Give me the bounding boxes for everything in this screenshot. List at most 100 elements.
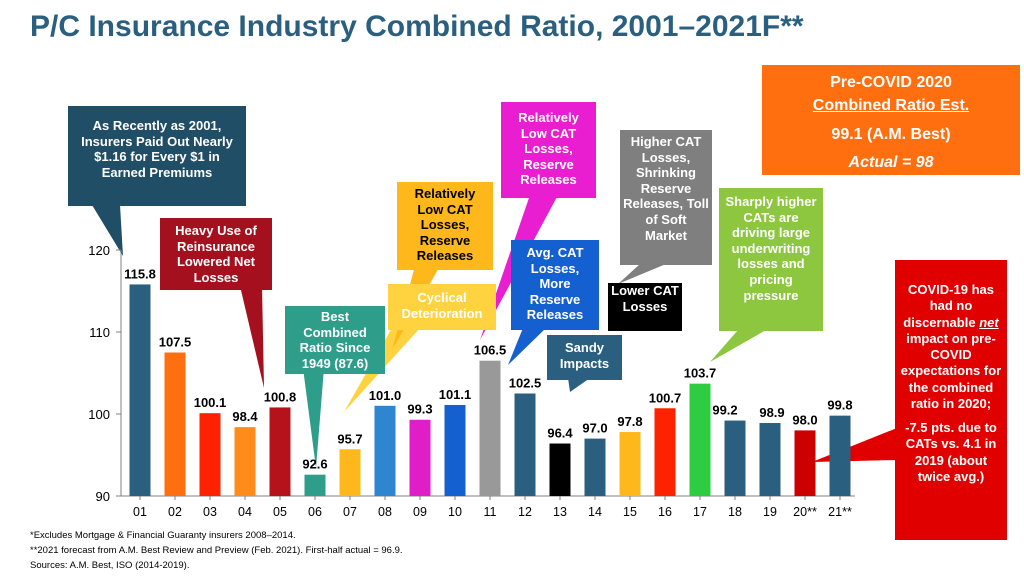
x-tick-label: 21** [828,505,852,519]
bar-20 [794,430,816,496]
pointer-sharply [710,330,766,362]
bar-labels: 115.8 107.5 100.1 98.4 100.8 92.6 95.7 101.0 99.… [124,266,853,471]
bars [129,284,851,496]
bar-17 [689,383,711,496]
x-tick-label: 11 [484,505,497,519]
precovid-line2: Combined Ratio Est. [812,97,970,115]
callout-low-cat-1: Relatively Low CAT Losses, Reserve Relea… [501,102,596,198]
x-tick-label: 09 [413,505,427,519]
precovid-line3: 99.1 (A.M. Best) [831,126,951,144]
callout-reinsurance-text: Heavy Use of Reinsurance Lowered Net Los… [175,223,257,285]
bar-18 [724,420,746,496]
bar-09 [409,419,431,496]
callout-best-ratio: Best Combined Ratio Since 1949 (87.6) [285,306,385,374]
x-tick-label: 14 [588,505,602,519]
bar-value-label: 92.6 [302,457,327,472]
bar-02 [164,352,186,496]
callout-cyclical: Cyclical Deterioration [388,284,496,330]
pointer-covid [812,428,897,462]
pointer-avg-cat [508,328,546,365]
bar-value-label: 101.0 [369,388,402,403]
callout-reinsurance: Heavy Use of Reinsurance Lowered Net Los… [160,218,272,290]
bar-value-label: 96.4 [547,426,573,441]
x-tick-label: 07 [343,505,357,519]
bar-05 [269,407,291,496]
bar-value-label: 97.8 [617,414,642,429]
pointer-insurers-paid [92,205,123,256]
bar-value-label: 97.0 [582,421,607,436]
bar-15 [619,432,641,496]
callout-higher-cat: Higher CAT Losses, Shrinking Reserve Rel… [620,130,712,265]
bar-08 [374,405,396,496]
bar-19 [759,423,781,496]
callout-cyclical-text: Cyclical Deterioration [401,290,483,321]
bar-16 [654,408,676,496]
covid-part2: impact on pre-COVID expectations for the… [900,330,1002,411]
y-tick-label: 100 [88,407,110,422]
x-tick-label: 15 [623,505,637,519]
callout-lower-cat-text: Lower CAT Losses [611,283,679,314]
bar-10 [444,404,466,496]
bar-value-label: 107.5 [159,335,192,350]
x-tick-label: 04 [238,505,252,519]
y-tick-label: 120 [88,243,110,258]
bar-value-label: 99.2 [712,403,737,418]
x-tick-label: 13 [553,505,567,519]
callout-sharply-text: Sharply higher CATs are driving large un… [725,194,817,303]
bar-value-label: 98.0 [792,412,817,427]
callout-sandy: Sandy Impacts [547,335,622,380]
bar-value-label: 103.7 [684,366,717,381]
covid-part3: -7.5 pts. due to CATs vs. 4.1 in 2019 (a… [905,420,997,484]
callout-low-cat-2-text: Relatively Low CAT Losses, Reserve Relea… [414,186,476,264]
x-tick-label: 08 [378,505,392,519]
x-tick-label: 17 [693,505,707,519]
x-tick-label: 18 [728,505,742,519]
callout-avg-cat: Avg. CAT Losses, More Reserve Releases [511,240,599,330]
pointer-sandy [568,378,590,392]
x-tick-label: 02 [168,505,182,519]
callout-sharply: Sharply higher CATs are driving large un… [719,188,823,331]
precovid-line1: Pre-COVID 2020 [830,74,952,91]
x-tick-label: 03 [203,505,217,519]
y-tick-label: 90 [96,489,110,504]
x-tick-label: 01 [133,505,147,519]
callout-higher-cat-text: Higher CAT Losses, Shrinking Reserve Rel… [623,134,709,243]
x-tick-label: 20** [793,505,817,519]
pointer-higher-cat [618,264,666,284]
bar-04 [234,427,256,496]
bar-value-label: 102.5 [509,376,542,391]
covid-net: net [979,314,999,330]
callout-insurers-paid: As Recently as 2001, Insurers Paid Out N… [68,106,246,206]
bar-value-label: 100.8 [264,389,297,404]
bar-value-label: 100.1 [194,395,227,410]
x-tick-label: 06 [308,505,322,519]
pointer-reinsurance [240,286,264,388]
x-tick-label: 16 [658,505,672,519]
bar-value-label: 99.8 [827,398,852,413]
callout-low-cat-1-text: Relatively Low CAT Losses, Reserve Relea… [518,110,579,188]
pointer-best-ratio [303,368,324,468]
bar-value-label: 100.7 [649,390,682,405]
page-title: P/C Insurance Industry Combined Ratio, 2… [30,10,804,43]
bar-07 [339,449,361,496]
bar-06 [304,474,326,496]
footnote-2: **2021 forecast from A.M. Best Review an… [30,545,403,556]
x-tick-label: 10 [448,505,462,519]
footnote-1: *Excludes Mortgage & Financial Guaranty … [30,530,296,541]
callout-lower-cat: Lower CAT Losses [608,283,682,331]
x-tick-label: 12 [518,505,532,519]
precovid-box: Pre-COVID 2020 Combined Ratio Est. 99.1 … [762,65,1020,175]
footnote-3: Sources: A.M. Best, ISO (2014-2019). [30,560,190,571]
precovid-line4: Actual = 98 [848,153,934,171]
bar-21 [829,415,851,496]
x-ticks: 01 02 03 04 05 06 07 08 09 10 11 12 13 14 15 16 17 18 19 20… [133,496,852,519]
x-tick-label: 19 [763,505,777,519]
bar-01 [129,284,151,496]
covid-part1: COVID-19 has had no discernable [903,282,994,330]
y-tick-label: 110 [89,325,110,340]
bar-03 [199,413,221,496]
bar-value-label: 98.4 [232,409,258,424]
bar-value-label: 95.7 [337,431,362,446]
callout-low-cat-2: Relatively Low CAT Losses, Reserve Relea… [397,182,493,270]
